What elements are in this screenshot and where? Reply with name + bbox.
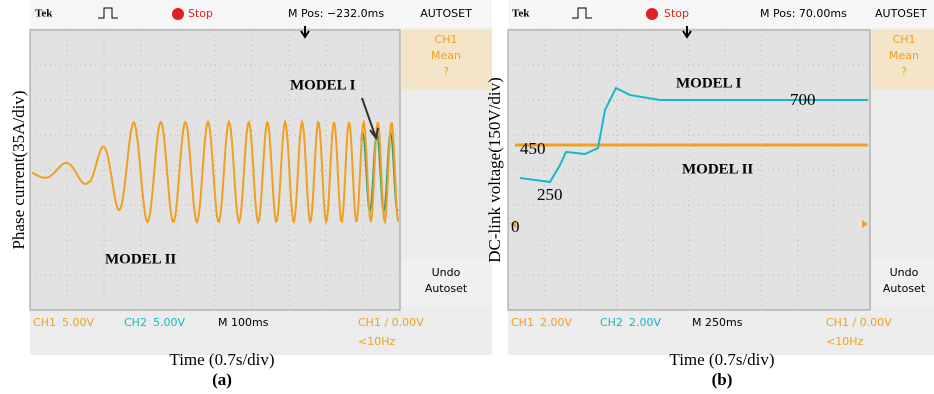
annotation: MODEL II (105, 251, 176, 267)
ch1-scale: 2.00V (540, 316, 572, 329)
menu-channel: CH1 (893, 33, 916, 46)
menu-value: ? (443, 65, 449, 78)
annotation: MODEL I (676, 75, 742, 91)
annotation: 700 (790, 90, 816, 109)
ch1-label: CH1 (33, 316, 56, 329)
menu-undo: Undo (432, 266, 461, 279)
menu-value: ? (901, 65, 907, 78)
ch2-label: CH2 (124, 316, 147, 329)
position: M Pos: 70.00ms (760, 7, 847, 20)
ch2-scale: 5.00V (153, 316, 185, 329)
y-label: Phase current(35A/div) (9, 90, 28, 249)
menu-channel: CH1 (435, 33, 458, 46)
ch2-label: CH2 (600, 316, 623, 329)
menu-item: Mean (431, 49, 461, 62)
annotation: MODEL I (290, 77, 356, 93)
y-label: DC-link voltage(150V/div) (485, 77, 504, 263)
x-label: Time (0.7s/div) (169, 350, 274, 369)
position: M Pos: −232.0ms (288, 7, 384, 20)
brand: Tek (35, 8, 53, 20)
stop-dot (646, 8, 658, 20)
ch1-label: CH1 (511, 316, 534, 329)
scope-graphics (30, 0, 934, 355)
menu-title: AUTOSET (875, 7, 927, 20)
timebase: M 100ms (218, 316, 269, 329)
trigger: CH1 ∕ 0.00V (358, 316, 424, 329)
annotation: MODEL II (682, 161, 753, 177)
annotation: 250 (537, 185, 563, 204)
trigger-freq: <10Hz (826, 335, 863, 348)
annotation: 450 (520, 139, 546, 158)
figure: Tek Stop M Pos: −232.0ms AUTOSET CH1 Mea… (0, 0, 934, 394)
caption: (a) (212, 370, 232, 389)
caption: (b) (712, 370, 733, 389)
menu-item: Mean (889, 49, 919, 62)
trigger-freq: <10Hz (358, 335, 395, 348)
header-bar (508, 0, 934, 28)
timebase: M 250ms (692, 316, 743, 329)
menu-title: AUTOSET (420, 7, 472, 20)
annotation: 0 (511, 217, 520, 236)
trigger: CH1 ∕ 0.00V (826, 316, 892, 329)
menu-undo: Undo (890, 266, 919, 279)
ch1-scale: 5.00V (62, 316, 94, 329)
ch2-scale: 2.00V (629, 316, 661, 329)
status: Stop (188, 7, 213, 20)
x-label: Time (0.7s/div) (669, 350, 774, 369)
status: Stop (664, 7, 689, 20)
menu-autoset: Autoset (883, 282, 926, 295)
menu-autoset: Autoset (425, 282, 468, 295)
stop-dot (172, 8, 184, 20)
brand: Tek (512, 8, 530, 20)
